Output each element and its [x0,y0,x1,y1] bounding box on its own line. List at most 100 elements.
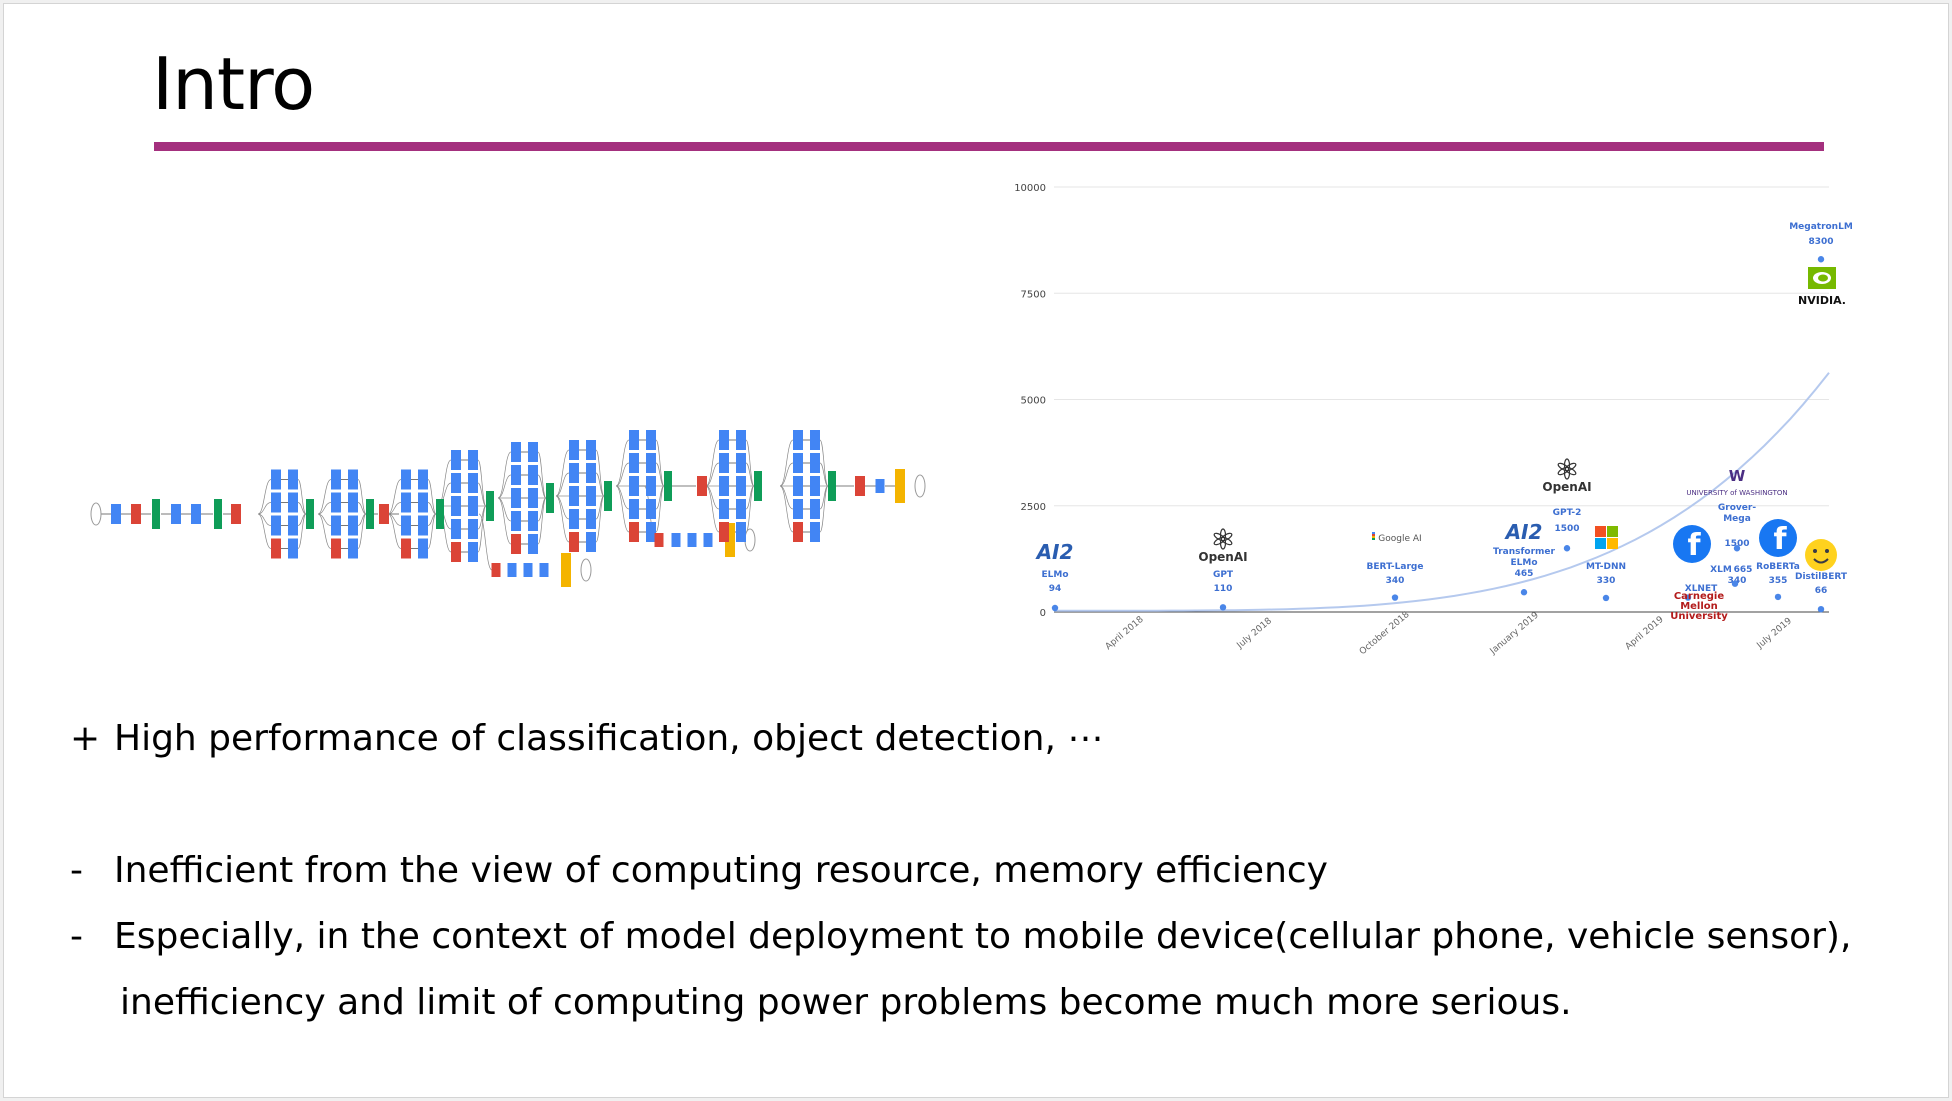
title-underline [154,142,1824,151]
point-name-label: MT-DNN [1586,562,1626,572]
layer-block [468,542,478,562]
layer-block [331,492,341,513]
layer-block [671,533,681,547]
layer-block [511,488,521,508]
microsoft-logo [1595,526,1618,549]
layer-block [331,515,341,536]
layer-block [418,469,428,490]
layer-block [331,538,341,559]
layer-block [646,522,656,542]
point-name-label: Transformer ELMo [1493,547,1555,568]
layer-block [569,486,579,506]
layer-block [793,522,803,542]
layer-block [171,504,181,524]
point-name-label: XLNET [1685,584,1718,594]
layer-block [507,563,517,577]
point-name-label: Grover-Mega [1718,503,1756,524]
layer-block [348,469,358,490]
layer-block [451,450,461,470]
data-point [1391,594,1399,601]
point-name-label: GPT [1213,570,1234,580]
layer-block [539,563,549,577]
layer-block [569,440,579,460]
layer-block [451,542,461,562]
layer-block [586,532,596,552]
layer-block [418,538,428,559]
layer-block [736,499,746,519]
layer-block [131,504,141,524]
trend-curve [1054,372,1830,612]
facebook-icon: f [1759,519,1797,557]
point-name-label: MegatronLM [1789,222,1853,232]
openai-icon [1557,458,1577,480]
layer-block [810,430,820,450]
layer-block [561,553,571,587]
layer-block [451,496,461,516]
x-tick-label: July 2019 [1755,616,1795,651]
layer-block [528,534,538,554]
layer-block [719,499,729,519]
point-value-label: 340 [1386,576,1405,586]
layer-block [629,499,639,519]
layer-block [664,471,672,501]
layer-block [401,469,411,490]
layer-block [736,476,746,496]
layer-block [754,471,762,501]
layer-block [523,563,533,577]
data-point [1817,605,1825,613]
layer-block [703,533,713,547]
x-tick-label: July 2018 [1235,616,1275,651]
layer-block [646,499,656,519]
layer-block [348,538,358,559]
layer-block [569,463,579,483]
layer-block [288,492,298,513]
bullet-text: High performance of classification, obje… [114,718,1104,759]
layer-block [736,522,746,542]
bullet-text: inefficiency and limit of computing powe… [120,982,1572,1023]
y-tick-label: 2500 [1021,502,1046,513]
layer-block [511,465,521,485]
layer-block [810,476,820,496]
layer-block [111,504,121,524]
layer-block [468,473,478,493]
x-tick-label: April 2018 [1104,615,1146,653]
cmu-logo-text: Carnegie [1674,591,1725,602]
google-ai-logo-text: Google AI [1378,534,1421,544]
layer-block [629,430,639,450]
layer-block [152,499,160,529]
svg-text:f: f [1773,522,1787,557]
x-tick-label: October 2018 [1358,610,1412,658]
layer-block [697,476,707,496]
layer-block [451,473,461,493]
openai-logo: OpenAI [1198,550,1247,564]
google-ai-logo [1372,532,1375,540]
data-point [1731,580,1739,587]
layer-block [569,532,579,552]
layer-block [646,476,656,496]
nvidia-logo-text: NVIDIA. [1798,294,1846,307]
y-tick-label: 5000 [1021,396,1046,407]
bullet-text: Especially, in the context of model depl… [114,916,1852,957]
openai-logo: OpenAI [1542,480,1591,494]
layer-block [629,522,639,542]
layer-block [191,504,201,524]
layer-block [418,515,428,536]
layer-block [646,453,656,473]
layer-block [569,509,579,529]
slide: Intro 0 2500 5000 7500 10000 April 2018 July … [3,3,1949,1098]
uw-mark: W [1729,467,1746,485]
y-tick-label: 7500 [1021,289,1046,300]
layer-block [271,538,281,559]
layer-block [646,430,656,450]
layer-block [810,522,820,542]
data-point [1684,594,1692,601]
layer-block [401,492,411,513]
point-value-label: 66 [1815,586,1828,596]
layer-block [793,499,803,519]
layer-block [793,476,803,496]
point-name-label: DistilBERT [1795,572,1848,582]
layer-block [875,479,885,493]
layer-block [736,453,746,473]
facebook-icon: f [1673,525,1711,563]
layer-block [586,509,596,529]
